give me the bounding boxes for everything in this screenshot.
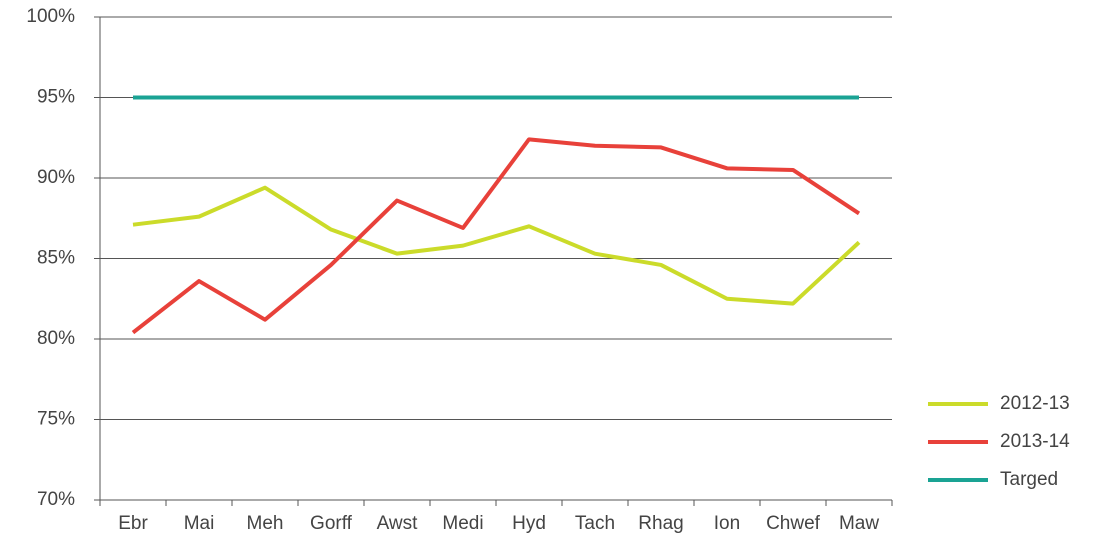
y-tick-label: 100% <box>26 6 75 27</box>
x-tick-label: Mai <box>184 513 215 534</box>
series-line <box>131 137 861 335</box>
y-tick-label: 90% <box>37 167 75 188</box>
x-tick-label: Maw <box>839 513 879 534</box>
legend-label: Targed <box>1000 469 1058 490</box>
x-tick-label: Medi <box>442 513 483 534</box>
y-tick-label: 80% <box>37 328 75 349</box>
y-tick-label: 85% <box>37 248 75 269</box>
y-tick-label: 95% <box>37 87 75 108</box>
x-tick-label: Hyd <box>512 513 546 534</box>
x-tick-label: Rhag <box>638 513 683 534</box>
x-tick-label: Chwef <box>766 513 821 534</box>
series-line <box>132 185 861 306</box>
legend-label: 2013-14 <box>1000 431 1070 452</box>
y-tick-label: 75% <box>37 409 75 430</box>
legend-label: 2012-13 <box>1000 393 1070 414</box>
x-tick-label: Awst <box>377 513 419 534</box>
x-tick-label: Tach <box>575 513 615 534</box>
x-tick-label: Ebr <box>118 513 148 534</box>
x-tick-label: Meh <box>247 513 284 534</box>
x-tick-label: Gorff <box>310 513 353 534</box>
x-tick-label: Ion <box>714 513 740 534</box>
y-tick-label: 70% <box>37 489 75 510</box>
